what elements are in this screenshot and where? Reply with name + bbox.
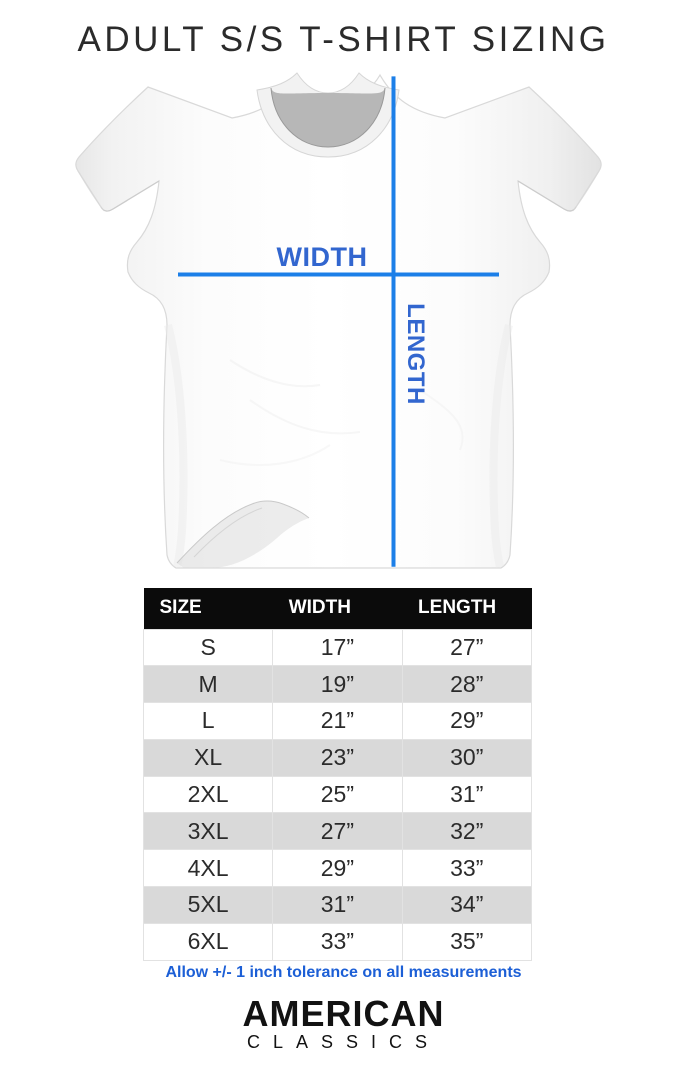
svg-text:WIDTH: WIDTH	[277, 242, 368, 272]
svg-text:LENGTH: LENGTH	[402, 303, 429, 405]
